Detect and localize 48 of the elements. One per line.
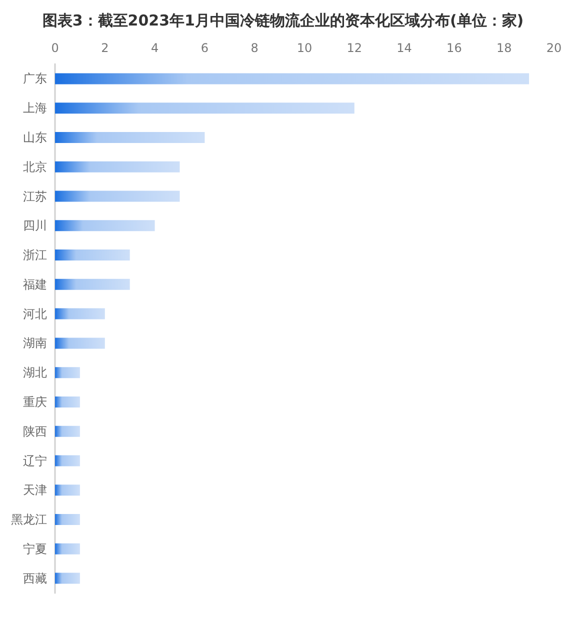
y-tick-label: 上海 — [23, 101, 47, 116]
bar — [55, 190, 180, 202]
x-tick-label: 10 — [296, 41, 312, 55]
bar — [55, 308, 105, 320]
x-tick-label: 14 — [396, 41, 412, 55]
y-tick-label: 重庆 — [23, 394, 47, 409]
y-tick-label: 辽宁 — [23, 454, 47, 468]
x-tick-label: 12 — [346, 41, 362, 55]
y-tick-label: 宁夏 — [23, 542, 47, 556]
x-tick-label: 20 — [546, 41, 562, 55]
y-tick-label: 北京 — [23, 160, 47, 174]
chart-title: 图表3：截至2023年1月中国冷链物流企业的资本化区域分布(单位：家) — [42, 12, 524, 30]
y-tick-label: 广东 — [23, 72, 47, 86]
bar — [55, 543, 80, 554]
x-tick-label: 2 — [101, 41, 109, 55]
bar — [55, 572, 80, 584]
y-tick-label: 四川 — [23, 218, 47, 233]
bar — [55, 278, 130, 290]
x-tick-label: 18 — [496, 41, 512, 55]
bar — [55, 455, 80, 466]
y-tick-label: 湖北 — [23, 366, 47, 380]
x-tick-label: 6 — [200, 41, 209, 55]
y-tick-label: 河北 — [23, 306, 47, 321]
bar — [55, 132, 205, 143]
y-tick-label: 福建 — [23, 277, 47, 292]
y-tick-label: 西藏 — [23, 571, 47, 586]
bar — [55, 73, 530, 84]
bar — [55, 250, 130, 261]
y-tick-label: 黑龙江 — [11, 512, 47, 527]
bar — [55, 514, 80, 526]
bar — [55, 367, 80, 378]
bar — [55, 102, 354, 114]
x-tick-label: 0 — [51, 41, 59, 55]
bar — [55, 426, 80, 437]
y-tick-label: 陕西 — [23, 424, 47, 438]
y-tick-label: 浙江 — [23, 248, 47, 262]
y-tick-label: 山东 — [23, 130, 47, 144]
bar — [55, 396, 80, 408]
x-tick-label: 16 — [446, 41, 462, 55]
y-tick-label: 天津 — [23, 483, 47, 498]
x-tick-label: 4 — [150, 41, 159, 55]
bar — [55, 484, 80, 496]
bar — [55, 220, 155, 232]
bar — [55, 161, 180, 172]
bar — [55, 338, 105, 349]
x-tick-label: 8 — [250, 41, 258, 55]
y-tick-label: 江苏 — [23, 189, 47, 204]
y-tick-label: 湖南 — [23, 336, 47, 350]
